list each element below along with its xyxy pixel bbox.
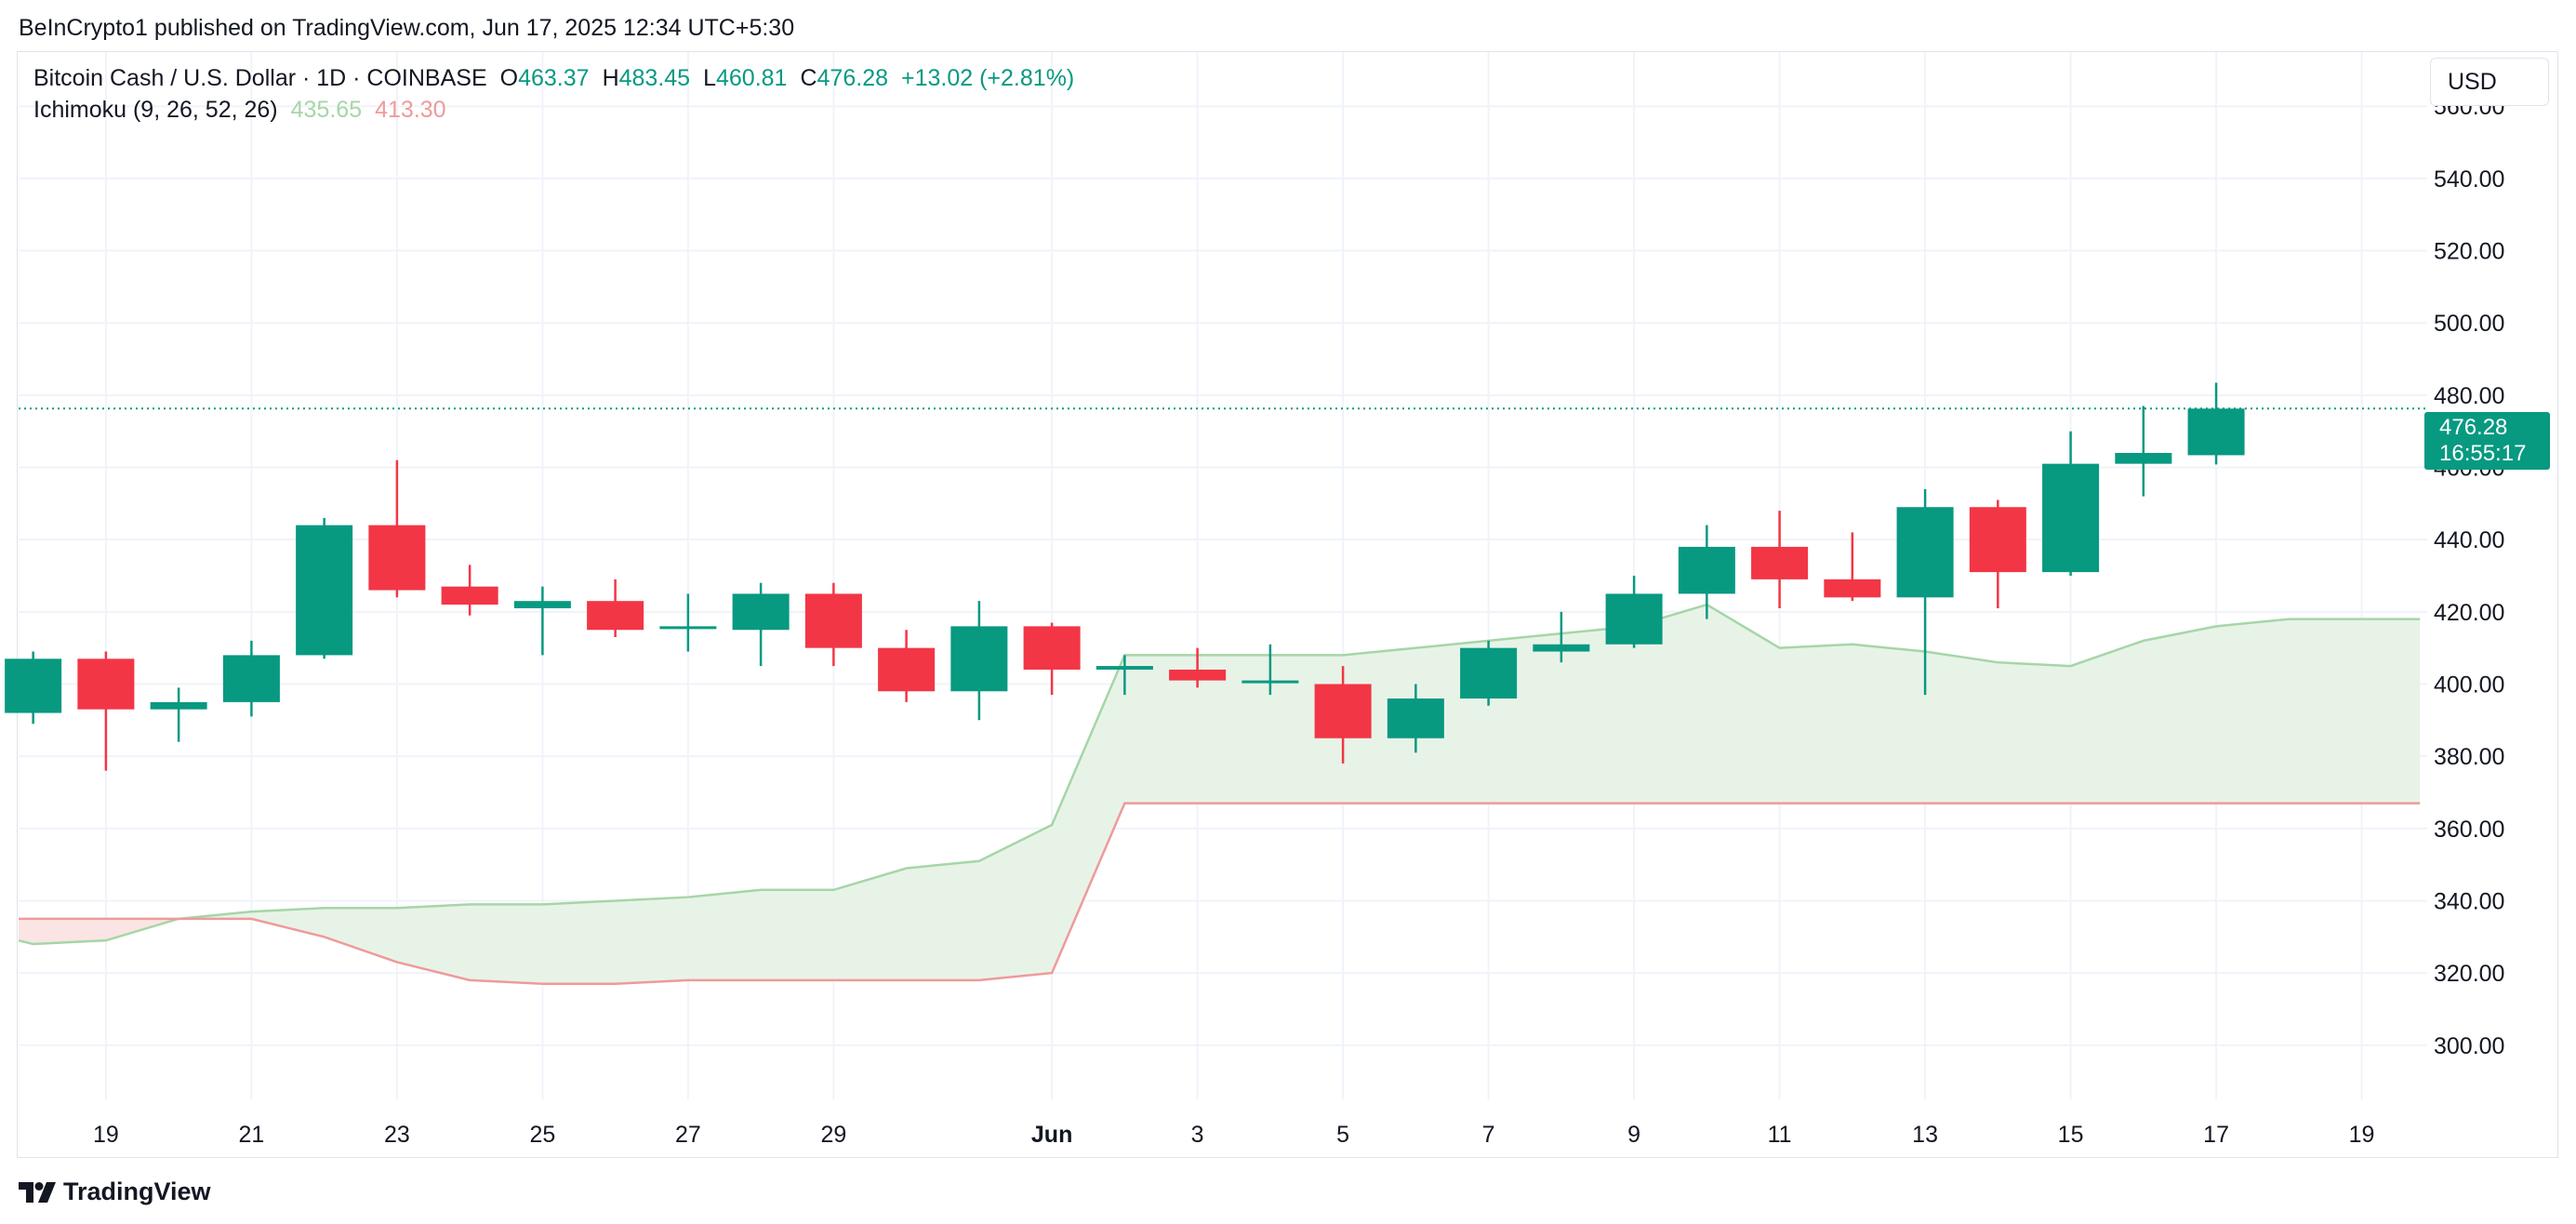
candle-body-up [2042, 463, 2100, 573]
x-tick-label: 9 [1627, 1122, 1640, 1148]
x-tick-label: 5 [1336, 1122, 1349, 1148]
candle-body-down [1169, 669, 1227, 681]
candle-body-down [1751, 546, 1809, 579]
low-value: 460.81 [716, 65, 788, 91]
tradingview-logo[interactable]: TradingView [19, 1177, 211, 1206]
bar-countdown: 16:55:17 [2439, 441, 2527, 466]
x-tick-label: 19 [2349, 1122, 2375, 1148]
last-price-value: 476.28 [2439, 415, 2508, 440]
ichimoku-cloud [18, 603, 2421, 986]
tradingview-logo-icon [19, 1181, 56, 1203]
symbol-name[interactable]: Bitcoin Cash / U.S. Dollar · 1D · COINBA… [33, 65, 487, 91]
x-tick-label: 29 [820, 1122, 846, 1148]
axes: 560.00540.00520.00500.00480.00460.00440.… [93, 94, 2504, 1148]
chart-frame[interactable] [17, 51, 2558, 1158]
candle-body-up [222, 655, 280, 702]
legend-symbol-row[interactable]: Bitcoin Cash / U.S. Dollar · 1D · COINBA… [33, 65, 1074, 92]
candle-body-down [804, 593, 862, 648]
candle-body-up [296, 525, 353, 656]
candle-body-up [1533, 644, 1590, 652]
candle-body-down [77, 659, 135, 710]
candle-body-up [1678, 546, 1735, 594]
candle-body-down [441, 586, 498, 605]
cloud-fill-bullish [19, 605, 2421, 984]
candles [5, 382, 2245, 771]
candle-body-down [587, 601, 644, 631]
x-tick-label: 27 [675, 1122, 701, 1148]
candle-body-up [1095, 666, 1153, 670]
y-tick-label: 500.00 [2434, 311, 2504, 337]
indicator-name[interactable]: Ichimoku (9, 26, 52, 26) [33, 97, 278, 123]
y-tick-label: 480.00 [2434, 383, 2504, 409]
high-label: H [602, 65, 619, 91]
x-tick-label: 21 [238, 1122, 264, 1148]
legend-indicator-row[interactable]: Ichimoku (9, 26, 52, 26) 435.65 413.30 [33, 97, 446, 124]
x-tick-label: 11 [1768, 1122, 1792, 1148]
indicator-value-span-a: 435.65 [290, 97, 363, 123]
x-tick-label: 25 [529, 1122, 555, 1148]
y-tick-label: 400.00 [2434, 672, 2504, 698]
senkou-span-b-line [19, 802, 2421, 986]
candle-body-up [1387, 698, 1444, 738]
x-tick-label: 17 [2203, 1122, 2229, 1148]
x-tick-label: 23 [384, 1122, 410, 1148]
candle-body-up [659, 626, 717, 630]
attribution-text: BeInCrypto1 published on TradingView.com… [19, 15, 795, 41]
candle-body-up [5, 659, 62, 713]
x-tick-label: Jun [1031, 1122, 1072, 1148]
candle-body-up [1460, 647, 1518, 699]
candle-body-up [1896, 507, 1954, 598]
change-value: +13.02 (+2.81%) [901, 65, 1075, 91]
candle-body-up [150, 701, 207, 710]
candle-body-up [1242, 680, 1299, 684]
x-tick-label: 13 [1912, 1122, 1938, 1148]
currency-button[interactable]: USD [2430, 58, 2549, 106]
x-tick-label: 7 [1482, 1122, 1495, 1148]
y-tick-label: 360.00 [2434, 817, 2504, 843]
x-tick-label: 19 [93, 1122, 119, 1148]
candle-body-up [513, 601, 571, 608]
high-value: 483.45 [618, 65, 691, 91]
candle-body-up [2187, 408, 2245, 456]
low-label: L [703, 65, 716, 91]
y-tick-label: 340.00 [2434, 888, 2504, 914]
x-tick-label: 15 [2058, 1122, 2084, 1148]
y-tick-label: 440.00 [2434, 527, 2504, 553]
last-price-tag: 476.28 16:55:17 [2424, 412, 2550, 470]
cloud-fill-bearish [19, 918, 179, 945]
candle-body-up [2115, 452, 2172, 464]
y-tick-label: 520.00 [2434, 239, 2504, 265]
x-tick-label: 3 [1191, 1122, 1204, 1148]
close-label: C [800, 65, 817, 91]
candle-body-down [1969, 507, 2026, 573]
footer-brand: TradingView [63, 1177, 211, 1205]
candle-body-up [1605, 593, 1663, 645]
candle-body-down [878, 647, 936, 692]
candle-body-up [950, 626, 1008, 692]
y-tick-label: 420.00 [2434, 600, 2504, 626]
open-value: 463.37 [518, 65, 590, 91]
candle-body-down [1824, 579, 1881, 598]
open-label: O [499, 65, 519, 91]
y-tick-label: 540.00 [2434, 166, 2504, 193]
candle-body-down [368, 525, 426, 591]
y-tick-label: 380.00 [2434, 744, 2504, 770]
y-tick-label: 320.00 [2434, 961, 2504, 987]
candle-body-up [732, 593, 790, 631]
indicator-value-span-b: 413.30 [375, 97, 446, 123]
candle-body-down [1023, 626, 1081, 670]
y-tick-label: 300.00 [2434, 1033, 2504, 1059]
close-value: 476.28 [817, 65, 888, 91]
candle-body-down [1314, 684, 1372, 738]
